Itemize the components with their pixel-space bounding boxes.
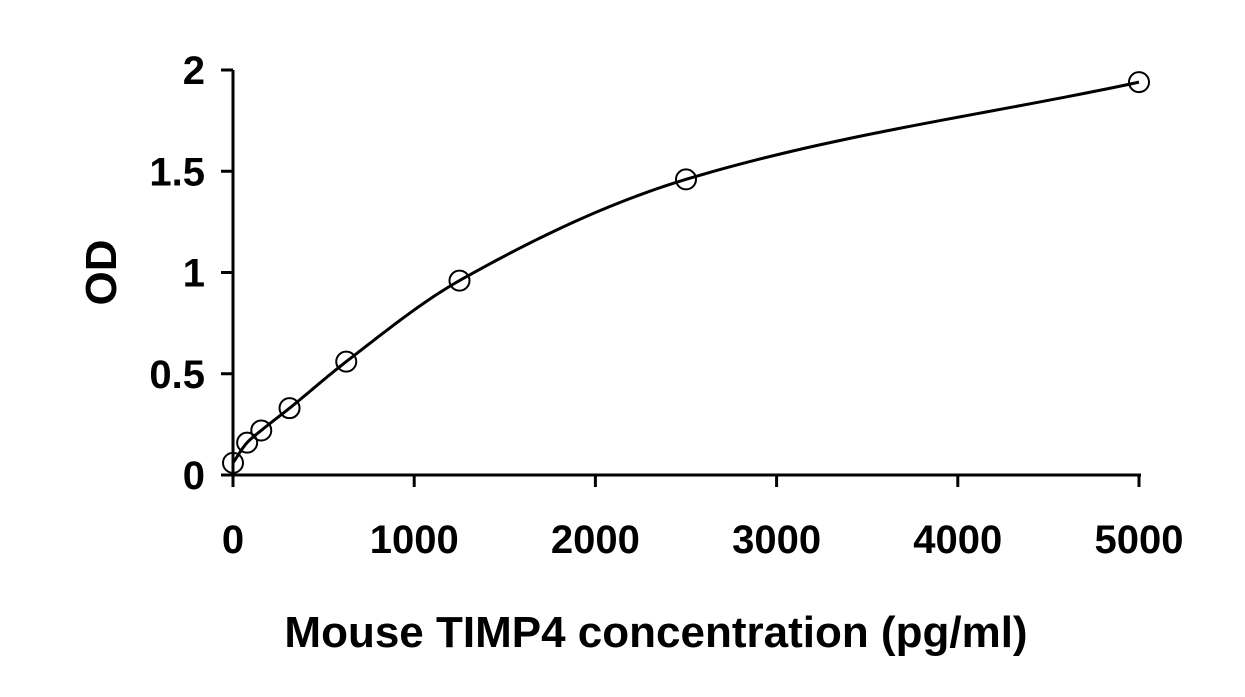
x-tick-label: 4000	[913, 518, 1002, 562]
x-tick-label: 5000	[1095, 518, 1184, 562]
data-point	[1128, 71, 1150, 94]
x-tick-label: 1000	[370, 518, 459, 562]
x-axis-title: Mouse TIMP4 concentration (pg/ml)	[284, 608, 1027, 657]
y-tick-label: 0.5	[149, 353, 205, 397]
fit-curve	[231, 80, 1140, 464]
data-point	[236, 431, 259, 454]
data-point	[448, 269, 471, 292]
x-tick-label: 3000	[732, 518, 821, 562]
axes	[221, 70, 1141, 477]
data-point	[222, 451, 244, 474]
y-tick-label: 1	[183, 252, 205, 296]
data-point	[278, 397, 301, 420]
x-tick-label: 2000	[551, 518, 640, 562]
fit-curve-layer	[231, 80, 1140, 464]
data-points	[222, 71, 1150, 474]
x-tick-label: 0	[222, 518, 244, 562]
data-point	[250, 419, 273, 442]
data-point	[335, 350, 358, 373]
y-axis-title: OD	[77, 240, 126, 306]
y-tick-label: 2	[183, 49, 205, 93]
ticks: 0 0.5 1 1.5 2 0 1000 2000 3000 4000 5000	[149, 49, 1183, 562]
y-tick-label: 0	[183, 454, 205, 498]
y-tick-label: 1.5	[149, 150, 205, 194]
data-point	[675, 168, 697, 191]
